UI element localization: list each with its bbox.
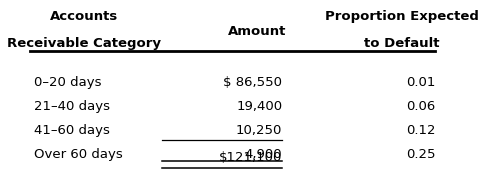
- Text: 0.25: 0.25: [406, 148, 435, 161]
- Text: $ 86,550: $ 86,550: [223, 76, 282, 89]
- Text: to Default: to Default: [364, 37, 440, 50]
- Text: Amount: Amount: [228, 25, 287, 38]
- Text: 0.01: 0.01: [406, 76, 435, 89]
- Text: 21–40 days: 21–40 days: [34, 100, 110, 113]
- Text: 0–20 days: 0–20 days: [34, 76, 102, 89]
- Text: 0.06: 0.06: [406, 100, 435, 113]
- Text: 10,250: 10,250: [236, 124, 282, 137]
- Text: 4,900: 4,900: [244, 148, 282, 161]
- Text: 19,400: 19,400: [236, 100, 282, 113]
- Text: Receivable Category: Receivable Category: [7, 37, 161, 50]
- Text: 0.12: 0.12: [406, 124, 435, 137]
- Text: Accounts: Accounts: [50, 10, 118, 23]
- Text: 41–60 days: 41–60 days: [34, 124, 110, 137]
- Text: Proportion Expected: Proportion Expected: [325, 10, 479, 23]
- Text: $121,100: $121,100: [219, 151, 282, 164]
- Text: Over 60 days: Over 60 days: [34, 148, 123, 161]
